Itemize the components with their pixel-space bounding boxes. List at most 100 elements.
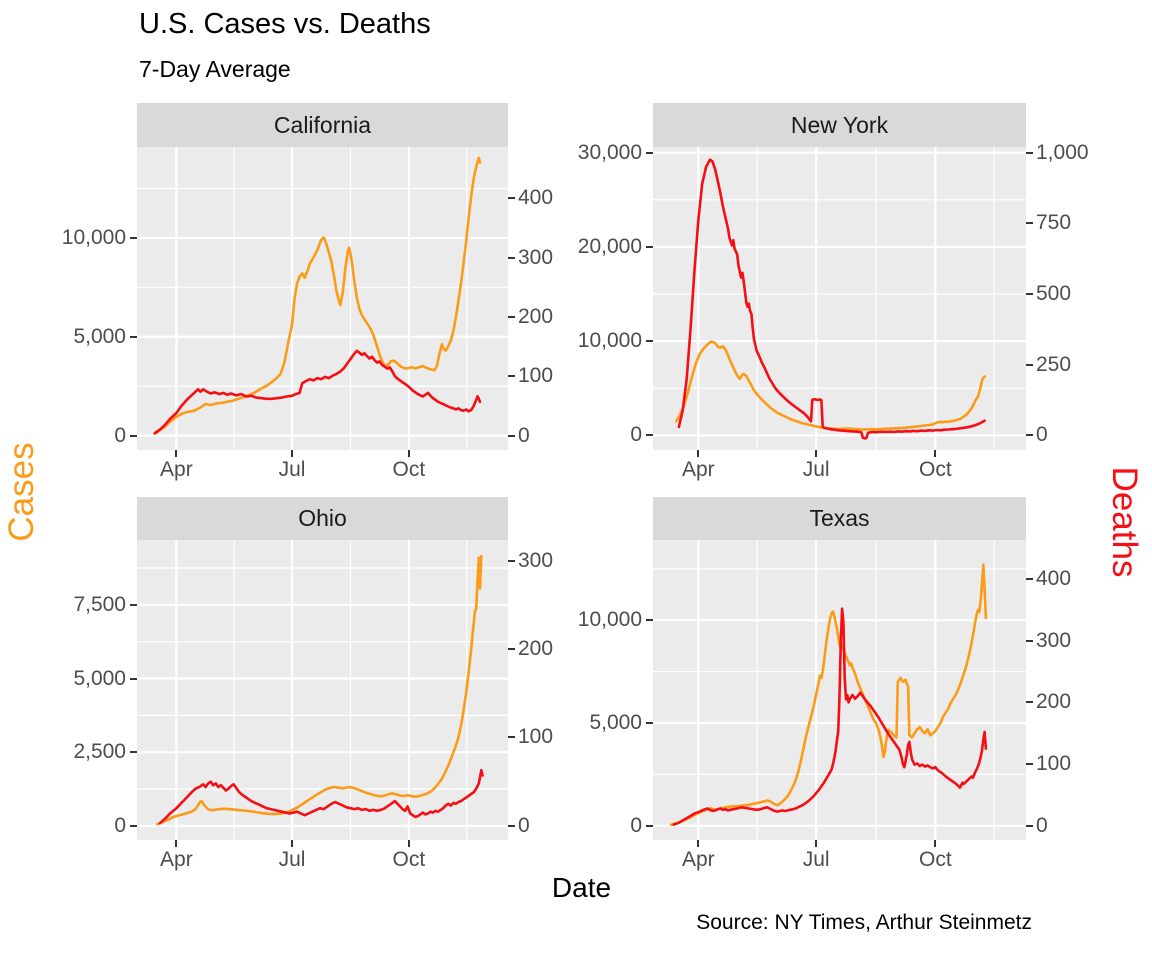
axis-tick-mark	[508, 315, 515, 318]
axis-tick-mark	[508, 375, 515, 378]
deaths-line	[672, 607, 988, 826]
y-tick-label-deaths: 200	[518, 304, 554, 328]
axis-tick-mark	[130, 236, 137, 239]
y-tick-label-cases: 10,000	[61, 225, 126, 249]
axis-tick-mark	[291, 840, 293, 847]
y-tick-label-cases: 0	[114, 813, 126, 837]
y-tick-label-deaths: 300	[518, 245, 554, 269]
y-tick-label-deaths: 400	[1036, 567, 1072, 591]
plot-area-california	[137, 147, 508, 450]
x-tick-label: Oct	[918, 848, 952, 871]
axis-tick-mark	[1026, 293, 1033, 296]
y-tick-label-deaths: 100	[518, 364, 554, 388]
y-tick-label-deaths: 0	[518, 813, 530, 837]
x-tick-label: Apr	[681, 848, 715, 871]
x-tick-label: Apr	[160, 458, 193, 481]
y-tick-label-cases: 7,500	[73, 592, 126, 616]
axis-tick-mark	[130, 434, 137, 437]
deaths-line	[153, 349, 482, 435]
axis-tick-mark	[1026, 434, 1033, 437]
axis-tick-mark	[130, 335, 137, 338]
facet-panel-ohio: Ohio	[137, 497, 508, 840]
y-tick-label-deaths: 100	[1036, 752, 1072, 776]
panel-background	[137, 147, 508, 450]
axis-tick-mark	[697, 840, 700, 847]
y-tick-label-deaths: 200	[518, 637, 554, 661]
y-tick-label-deaths: 200	[1036, 690, 1072, 714]
axis-tick-mark	[508, 434, 515, 437]
y-tick-label-deaths: 500	[1036, 282, 1072, 306]
y-tick-label-deaths: 0	[1036, 813, 1048, 837]
facet-strip-label: New York	[653, 103, 1026, 147]
y-tick-label-cases: 20,000	[577, 234, 642, 258]
axis-tick-mark	[130, 751, 137, 754]
axis-tick-mark	[1026, 824, 1033, 827]
chart-title: U.S. Cases vs. Deaths	[139, 8, 431, 40]
axis-tick-mark	[1026, 639, 1033, 642]
cases-axis-title: Cases	[2, 442, 41, 542]
y-tick-label-cases: 5,000	[73, 666, 126, 690]
y-tick-label-cases: 0	[630, 423, 642, 447]
y-tick-label-deaths: 0	[1036, 423, 1048, 447]
source-caption: Source: NY Times, Arthur Steinmetz	[696, 911, 1032, 934]
axis-tick-mark	[130, 603, 137, 606]
x-tick-label: Oct	[392, 458, 426, 481]
date-axis-title: Date	[551, 872, 612, 903]
facet-panel-new-york: New York	[653, 103, 1026, 450]
panel-background	[137, 540, 508, 840]
y-tick-label-deaths: 250	[1036, 352, 1072, 376]
axis-tick-mark	[646, 245, 653, 248]
axis-tick-mark	[508, 559, 515, 562]
y-tick-label-cases: 2,500	[73, 740, 126, 764]
chart-subtitle: 7-Day Average	[139, 56, 291, 82]
axis-tick-mark	[1026, 151, 1033, 154]
axis-tick-mark	[934, 840, 937, 847]
deaths-line	[677, 158, 986, 440]
axis-tick-mark	[1026, 578, 1033, 581]
x-tick-label: Oct	[918, 458, 952, 481]
x-tick-label: Jul	[802, 458, 830, 481]
cases-line	[674, 340, 986, 431]
axis-tick-mark	[130, 677, 137, 680]
y-tick-label-deaths: 1,000	[1036, 140, 1089, 164]
axis-tick-mark	[934, 450, 937, 457]
y-tick-label-deaths: 0	[518, 423, 530, 447]
cases-line	[155, 554, 483, 826]
axis-tick-mark	[1026, 222, 1033, 225]
axis-tick-mark	[508, 197, 515, 200]
axis-tick-mark	[1026, 363, 1033, 366]
axis-tick-mark	[508, 736, 515, 739]
axis-tick-mark	[646, 340, 653, 343]
y-tick-label-cases: 0	[630, 813, 642, 837]
y-tick-label-deaths: 400	[518, 186, 554, 210]
axis-tick-mark	[508, 256, 515, 259]
axis-tick-mark	[130, 824, 137, 827]
facet-strip-label: California	[137, 103, 508, 147]
plot-area-texas	[653, 540, 1026, 840]
facet-strip-label: Ohio	[137, 497, 508, 540]
axis-tick-mark	[697, 450, 700, 457]
y-tick-label-cases: 5,000	[589, 711, 642, 734]
deaths-line	[158, 768, 484, 825]
axis-tick-mark	[291, 450, 293, 457]
axis-tick-mark	[407, 450, 410, 457]
y-tick-label-cases: 0	[114, 423, 126, 447]
x-tick-label: Apr	[160, 848, 193, 871]
facet-panel-california: California	[137, 103, 508, 450]
y-tick-label-cases: 10,000	[577, 608, 642, 632]
facet-panel-texas: Texas	[653, 497, 1026, 840]
x-tick-label: Apr	[681, 458, 715, 481]
axis-tick-mark	[175, 840, 178, 847]
y-tick-label-deaths: 300	[1036, 628, 1072, 652]
y-tick-label-cases: 30,000	[577, 140, 642, 164]
axis-tick-mark	[815, 840, 818, 847]
y-tick-label-cases: 10,000	[577, 329, 642, 353]
axis-tick-mark	[508, 824, 515, 827]
plot-area-ohio	[137, 540, 508, 840]
axis-tick-mark	[508, 648, 515, 651]
panel-background	[653, 147, 1026, 450]
axis-tick-mark	[646, 619, 653, 622]
plot-area-new-york	[653, 147, 1026, 450]
y-tick-label-deaths: 300	[518, 548, 554, 572]
